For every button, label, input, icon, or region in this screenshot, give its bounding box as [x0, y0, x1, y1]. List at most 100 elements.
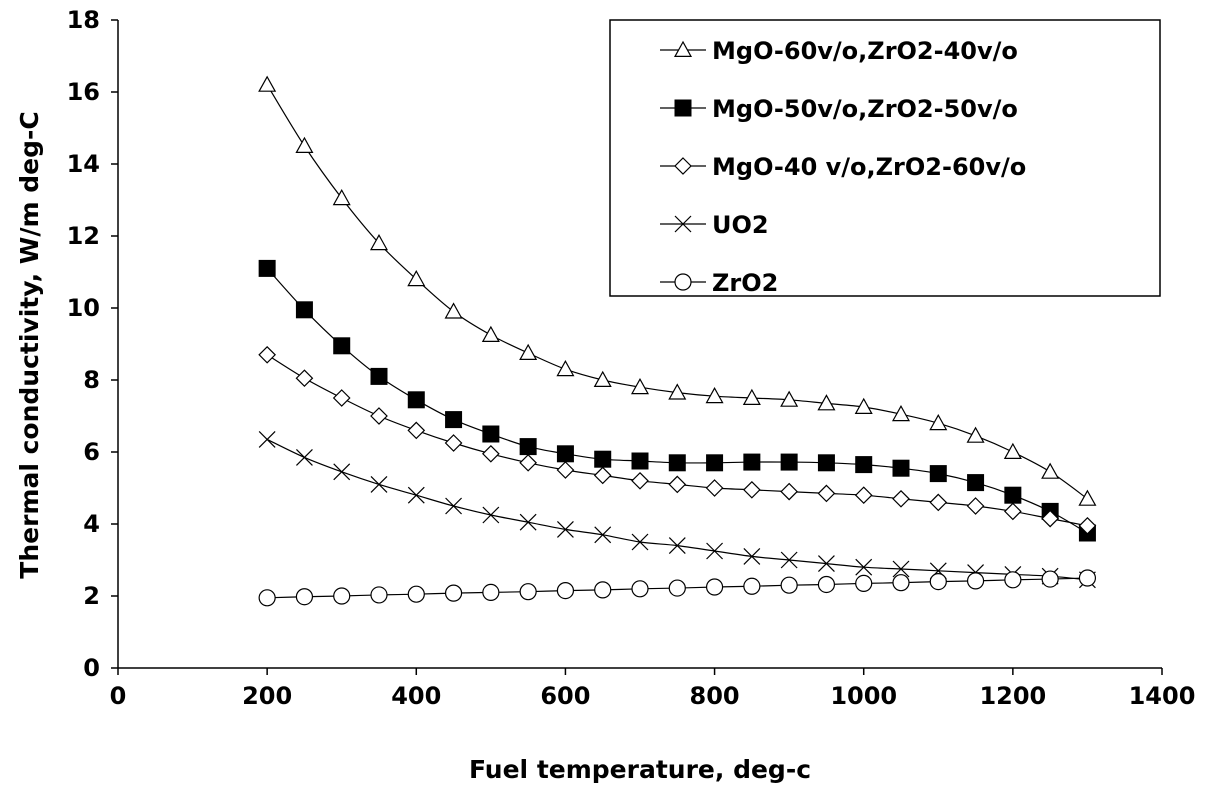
- legend-marker: [673, 40, 693, 58]
- axes: [117, 20, 1162, 669]
- y-tick-label: 18: [67, 6, 100, 34]
- cross-stroke: [855, 558, 873, 576]
- data-point: [668, 579, 686, 597]
- data-point: [370, 475, 388, 493]
- data-point: [705, 578, 724, 596]
- y-tick-label: 8: [83, 366, 100, 394]
- data-point: [780, 482, 798, 501]
- x-tick-label: 400: [391, 682, 441, 710]
- data-point: [892, 560, 910, 578]
- data-point: [966, 426, 985, 443]
- x-tick-label: 0: [110, 682, 127, 710]
- y-tick-label: 14: [67, 150, 100, 178]
- cross-stroke: [892, 560, 910, 578]
- data-point: [332, 188, 351, 206]
- x-tick-label: 600: [540, 682, 590, 710]
- data-point: [1078, 569, 1097, 587]
- legend-marker: [674, 157, 692, 175]
- legend-label: MgO-50v/o,ZrO2-50v/o: [712, 95, 1018, 123]
- cross-stroke: [594, 526, 612, 544]
- data-point: [780, 453, 798, 471]
- data-point: [444, 584, 463, 602]
- data-point: [1004, 571, 1022, 589]
- data-point: [668, 537, 686, 555]
- y-tick-label: 4: [83, 510, 100, 538]
- data-point: [369, 233, 389, 251]
- data-point: [854, 397, 873, 414]
- data-point: [1003, 442, 1022, 459]
- data-point: [780, 551, 798, 569]
- data-point: [594, 526, 612, 544]
- data-point: [332, 389, 351, 407]
- data-point: [631, 580, 649, 598]
- data-point: [818, 555, 835, 573]
- data-point: [1004, 502, 1022, 521]
- data-point: [817, 454, 835, 472]
- data-point: [929, 413, 948, 431]
- data-point: [557, 520, 574, 538]
- data-point: [929, 493, 948, 512]
- data-point: [295, 369, 314, 388]
- data-point: [445, 411, 463, 429]
- data-point: [296, 448, 313, 466]
- data-point: [854, 486, 873, 505]
- legend-label: MgO-40 v/o,ZrO2-60v/o: [712, 153, 1026, 181]
- data-point: [892, 574, 910, 592]
- data-point: [258, 430, 276, 448]
- data-point: [295, 136, 314, 153]
- data-point: [407, 585, 425, 603]
- data-point: [668, 475, 687, 494]
- data-point: [370, 367, 388, 385]
- legend-box: [609, 19, 1161, 297]
- data-point: [1078, 489, 1097, 506]
- data-point: [817, 394, 836, 411]
- data-point: [519, 438, 537, 456]
- cross-stroke: [557, 520, 574, 538]
- legend-item: ZrO2: [660, 269, 778, 297]
- data-point: [855, 558, 873, 576]
- cross-stroke: [668, 537, 686, 555]
- x-tick-label: 1000: [830, 682, 897, 710]
- cross-stroke: [258, 430, 276, 448]
- data-point: [333, 587, 351, 605]
- x-axis-title: Fuel temperature, deg-c: [469, 755, 811, 784]
- data-point: [631, 533, 649, 551]
- data-point: [668, 454, 686, 472]
- y-tick-label: 16: [67, 78, 100, 106]
- data-point: [370, 586, 388, 604]
- data-point: [333, 337, 351, 355]
- legend-label: MgO-60v/o,ZrO2-40v/o: [712, 37, 1018, 65]
- y-axis-ticks: 0 2 4 6 8 10 12 14 16 18: [67, 6, 118, 682]
- y-tick-label: 2: [83, 582, 100, 610]
- data-point: [966, 497, 985, 515]
- data-point: [333, 463, 351, 481]
- cross-stroke: [519, 513, 537, 531]
- data-point: [593, 370, 612, 387]
- data-point: [258, 259, 276, 277]
- data-point: [743, 547, 761, 565]
- data-point: [1078, 516, 1097, 535]
- data-point: [407, 269, 426, 287]
- legend-item: MgO-50v/o,ZrO2-50v/o: [660, 95, 1018, 123]
- y-tick-label: 12: [67, 222, 100, 250]
- data-point: [780, 390, 799, 407]
- data-point: [258, 589, 276, 607]
- legend-marker: [674, 273, 692, 291]
- data-point: [444, 434, 463, 452]
- cross-stroke: [743, 547, 761, 565]
- data-point: [482, 444, 500, 463]
- data-point: [817, 575, 836, 594]
- legend: MgO-60v/o,ZrO2-40v/o MgO-50v/o,ZrO2-50v/o…: [609, 19, 1161, 297]
- data-point: [556, 359, 575, 377]
- data-point: [967, 474, 985, 492]
- series-layer: [258, 75, 1097, 607]
- data-point: [594, 450, 612, 468]
- data-point: [631, 452, 649, 470]
- cross-stroke: [445, 497, 462, 515]
- data-point: [295, 588, 314, 606]
- series-4: [258, 430, 1096, 589]
- data-point: [407, 391, 425, 409]
- cross-stroke: [674, 215, 692, 233]
- data-point: [370, 407, 388, 425]
